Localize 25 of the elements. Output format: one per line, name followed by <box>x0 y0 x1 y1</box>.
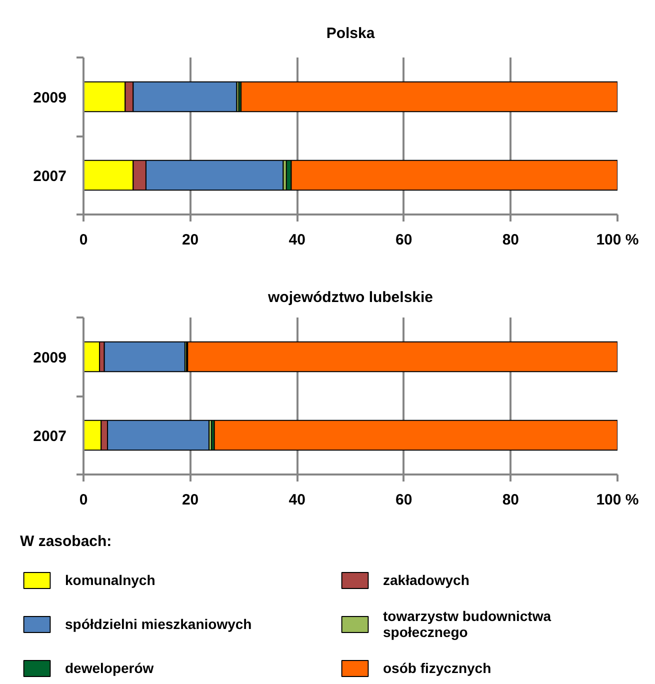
x-tick-label: 20 <box>182 232 199 248</box>
y-tick-label: 2009 <box>33 89 67 106</box>
chart-title: województwo lubelskie <box>266 289 434 306</box>
legend-title: W zasobach: <box>20 533 113 550</box>
x-tick-label: 80 <box>502 492 520 508</box>
x-tick-label: 0 <box>79 492 88 508</box>
x-tick-label: 100 % <box>596 232 639 248</box>
chart-title: Polska <box>326 25 376 42</box>
legend-label: towarzystw budownictwa społecznego <box>383 608 552 640</box>
legend-label: komunalnych <box>65 571 156 590</box>
x-tick-label: 60 <box>396 232 412 248</box>
y-tick-label: 2007 <box>33 168 67 185</box>
legend-label: osób fizycznych <box>383 659 492 678</box>
x-tick-label: 40 <box>288 492 306 508</box>
x-tick-label: 100 % <box>596 492 639 508</box>
legend-label: spółdzielni mieszkaniowych <box>65 615 253 634</box>
x-tick-label: 80 <box>502 232 520 248</box>
x-tick-label: 0 <box>79 232 88 248</box>
x-tick-label: 20 <box>182 492 199 508</box>
legend-label: zakładowych <box>383 571 470 590</box>
x-tick-label: 40 <box>288 232 306 248</box>
y-tick-label: 2007 <box>33 428 67 445</box>
y-tick-label: 2009 <box>33 349 67 366</box>
legend-label: deweloperów <box>65 659 155 678</box>
x-tick-label: 60 <box>396 492 412 508</box>
